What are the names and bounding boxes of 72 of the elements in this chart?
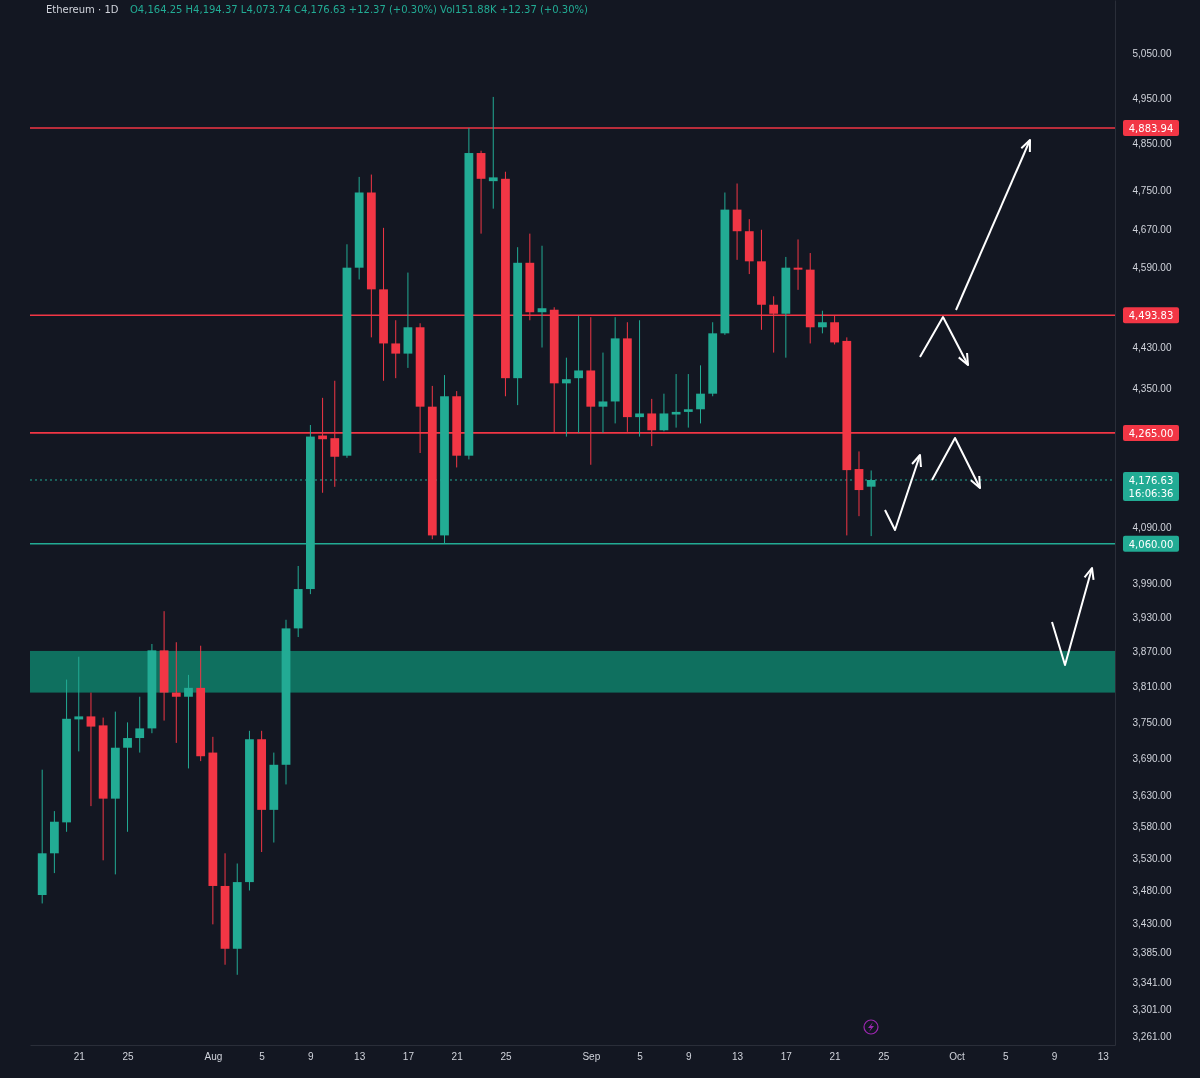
- x-tick-label: 5: [259, 1051, 266, 1063]
- y-tick-label: 3,430.00: [1132, 917, 1172, 929]
- candlestick: [537, 245, 547, 348]
- y-tick-label: 4,750.00: [1132, 185, 1172, 197]
- x-tick-label: 17: [402, 1051, 415, 1063]
- y-tick-label: 3,630.00: [1132, 790, 1172, 802]
- text: 16:06:36: [1128, 487, 1174, 499]
- candlestick: [696, 364, 705, 424]
- ref-line-label: 4,060.00: [1128, 538, 1174, 550]
- x-tick-label: 13: [354, 1051, 366, 1063]
- y-tick-label: 3,480.00: [1132, 885, 1172, 897]
- x-tick-label: Oct: [949, 1051, 966, 1063]
- y-tick-label: 4,950.00: [1132, 92, 1172, 104]
- candlestick: [391, 319, 401, 379]
- candlestick: [683, 373, 693, 429]
- y-tick-label: 4,430.00: [1132, 342, 1172, 354]
- ref-line-label: 4,493.83: [1128, 310, 1174, 322]
- chart-subtitle: O4,164.25 H4,194.37 L4,073.74 C4,176.63 +12.37 (+0.30%) Vol151.88K +12.37 (+0.30%): [130, 4, 589, 15]
- y-tick-label: 3,580.00: [1132, 821, 1172, 833]
- candlestick: [86, 692, 96, 807]
- y-tick-label: 4,670.00: [1132, 223, 1172, 235]
- candlestick: [818, 310, 827, 334]
- candlestick: [488, 96, 498, 210]
- y-tick-label: 3,870.00: [1132, 646, 1172, 658]
- ref-line-label: 4,883.94: [1128, 123, 1174, 135]
- candlestick: [635, 319, 644, 438]
- candlestick: [598, 352, 608, 434]
- ref-line-label: 4,176.63: [1128, 474, 1174, 486]
- x-tick-label: 17: [780, 1051, 793, 1063]
- y-tick-label: 3,810.00: [1132, 681, 1172, 693]
- candlestick: [74, 656, 84, 752]
- y-tick-label: 3,750.00: [1132, 717, 1172, 729]
- y-tick-label: 3,690.00: [1132, 753, 1172, 765]
- candlestick: [659, 393, 669, 432]
- x-tick-label: 9: [1051, 1051, 1058, 1063]
- y-tick-label: 3,990.00: [1132, 577, 1172, 589]
- x-tick-label: 25: [122, 1051, 135, 1063]
- x-tick-label: 25: [500, 1051, 512, 1063]
- candlestick: [574, 315, 583, 434]
- x-tick-label: 21: [451, 1051, 464, 1063]
- x-tick-label: 25: [878, 1051, 890, 1063]
- x-tick-label: Sep: [582, 1051, 601, 1063]
- candlestick: [854, 450, 864, 517]
- y-tick-label: 3,530.00: [1132, 853, 1172, 865]
- y-tick-label: 3,341.00: [1132, 976, 1172, 988]
- ref-line-label: 4,265.00: [1128, 427, 1174, 439]
- x-tick-label: 5: [637, 1051, 644, 1063]
- candlestick: [671, 373, 681, 429]
- x-tick-label: 21: [73, 1051, 86, 1063]
- x-tick-label: 13: [1097, 1051, 1110, 1063]
- y-tick-label: 4,350.00: [1132, 383, 1172, 395]
- y-tick-label: 3,385.00: [1132, 947, 1172, 959]
- y-tick-label: 3,930.00: [1132, 611, 1172, 623]
- candlestick: [123, 721, 132, 833]
- x-tick-label: 21: [829, 1051, 842, 1063]
- candlestick: [171, 641, 181, 744]
- candlestick: [184, 674, 193, 769]
- y-tick-label: 3,301.00: [1132, 1003, 1172, 1015]
- y-tick-label: 5,050.00: [1132, 47, 1172, 59]
- x-tick-label: 13: [732, 1051, 744, 1063]
- candlestick: [135, 696, 145, 754]
- y-tick-label: 4,850.00: [1132, 138, 1172, 150]
- x-tick-label: 9: [308, 1051, 315, 1063]
- candlestick: [562, 357, 571, 438]
- x-tick-label: Aug: [204, 1051, 223, 1063]
- y-tick-label: 4,090.00: [1132, 521, 1172, 533]
- candlestick: [793, 238, 803, 291]
- y-tick-label: 3,261.00: [1132, 1031, 1172, 1043]
- x-tick-label: 9: [686, 1051, 693, 1063]
- x-tick-label: 5: [1003, 1051, 1009, 1063]
- y-tick-label: 4,590.00: [1132, 262, 1172, 274]
- chart-title: Ethereum · 1D: [46, 4, 119, 15]
